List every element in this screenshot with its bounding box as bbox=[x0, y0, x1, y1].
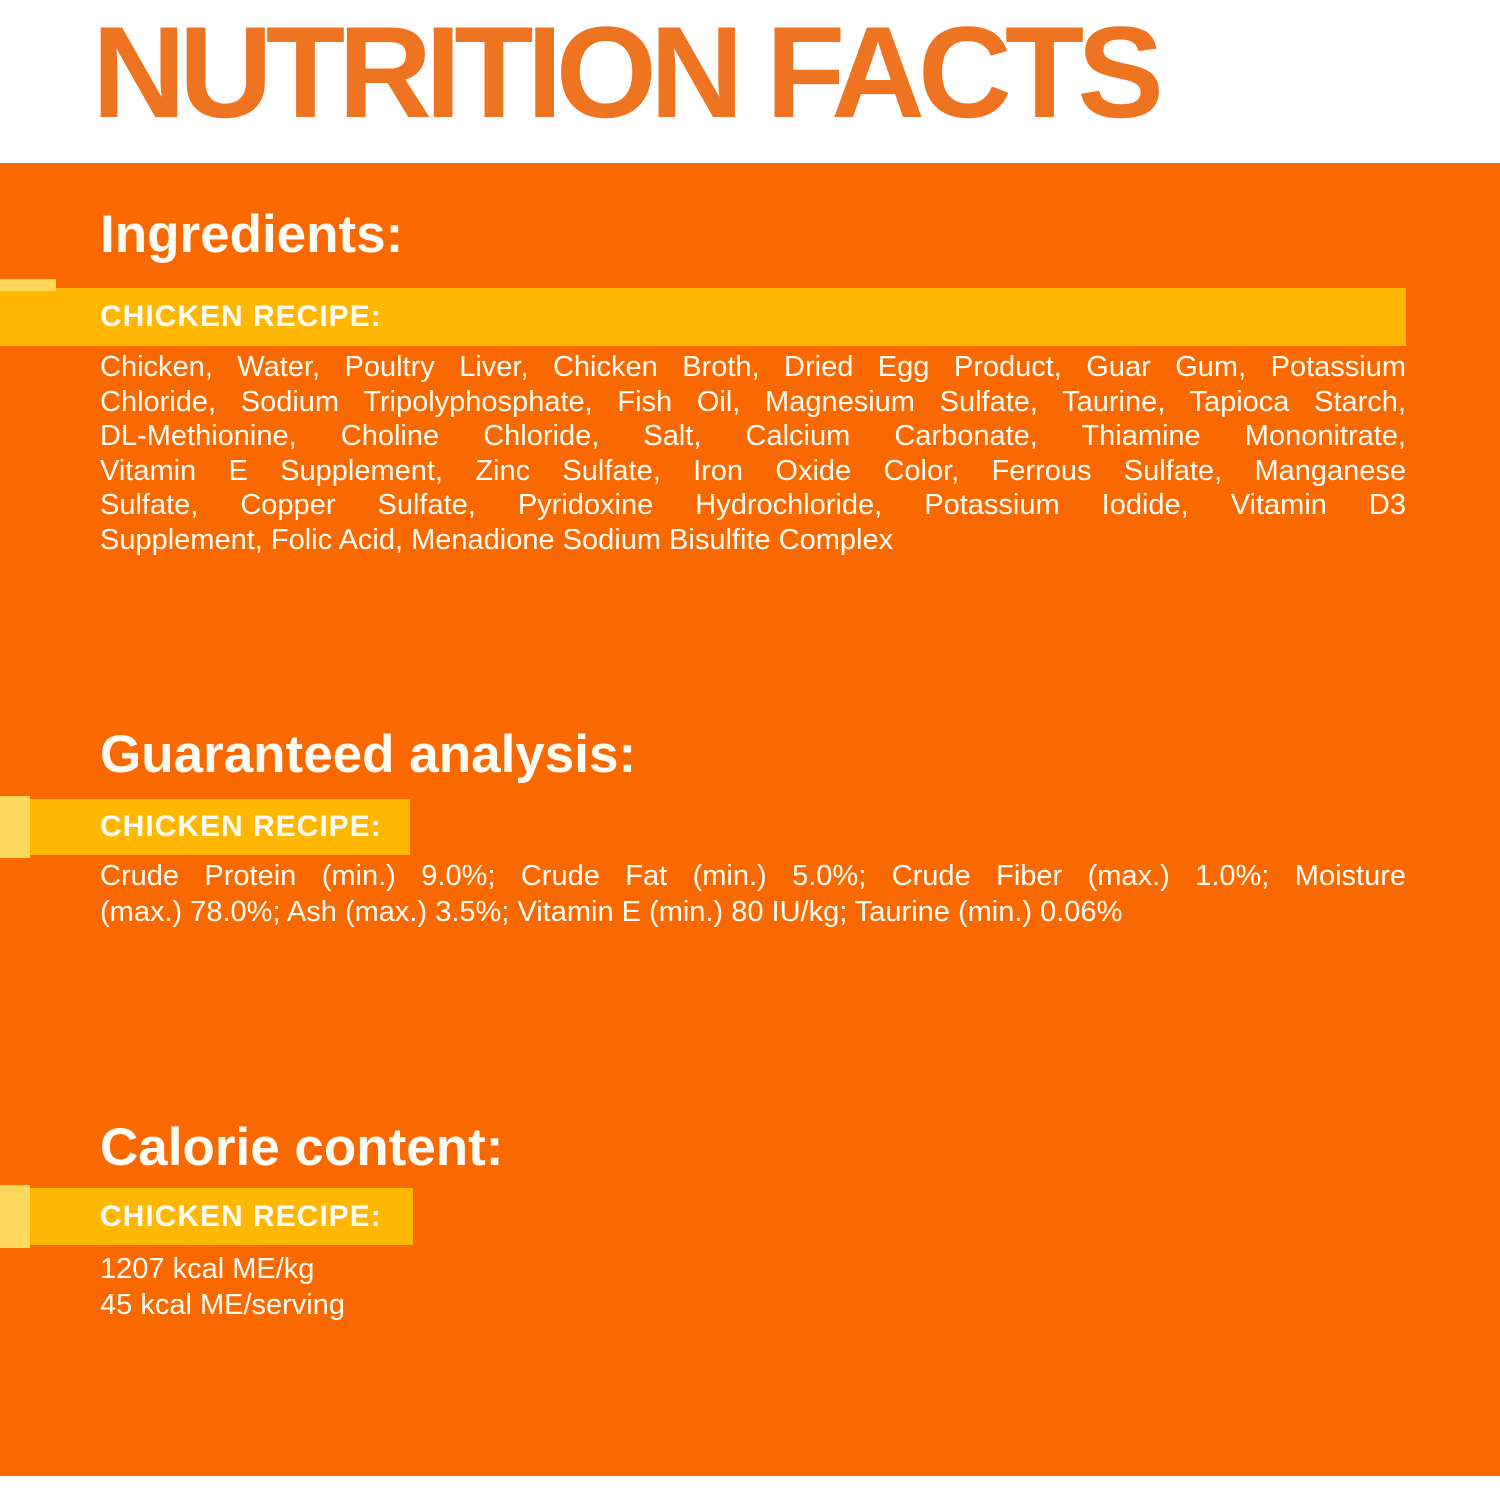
analysis-recipe-label: CHICKEN RECIPE: bbox=[100, 810, 382, 843]
guaranteed-analysis-text: Crude Protein (min.) 9.0%; Crude Fat (mi… bbox=[100, 858, 1406, 930]
page-title: NUTRITION FACTS bbox=[92, 0, 1164, 145]
ingredients-line: Chicken, Water, Poultry Liver, Chicken B… bbox=[100, 351, 1406, 383]
ingredients-line: Sulfate, Copper Sulfate, Pyridoxine Hydr… bbox=[100, 489, 1406, 522]
ingredients-text: Chicken, Water, Poultry Liver, Chicken B… bbox=[100, 350, 1406, 558]
calorie-content-heading: Calorie content: bbox=[100, 1118, 504, 1177]
ingredients-line: Supplement, Folic Acid, Menadione Sodium… bbox=[100, 523, 894, 556]
calorie-recipe-band: CHICKEN RECIPE: bbox=[0, 1185, 413, 1248]
calorie-content-text: 1207 kcal ME/kg 45 kcal ME/serving bbox=[100, 1251, 1406, 1323]
header-strip: NUTRITION FACTS bbox=[0, 0, 1500, 163]
footer-strip bbox=[0, 1476, 1500, 1500]
analysis-line: Crude Protein (min.) 9.0%; Crude Fat (mi… bbox=[100, 860, 1406, 892]
ingredients-line: DL-Methionine, Choline Chloride, Salt, C… bbox=[100, 420, 1406, 453]
ingredients-recipe-band: CHICKEN RECIPE: bbox=[0, 279, 1406, 346]
ingredients-line: Chloride, Sodium Tripolyphosphate, Fish … bbox=[100, 385, 1406, 418]
analysis-recipe-band: CHICKEN RECIPE: bbox=[0, 796, 410, 858]
calorie-recipe-label: CHICKEN RECIPE: bbox=[100, 1199, 382, 1233]
analysis-line: (max.) 78.0%; Ash (max.) 3.5%; Vitamin E… bbox=[100, 896, 1123, 928]
ingredients-recipe-label: CHICKEN RECIPE: bbox=[100, 300, 382, 333]
ingredients-heading: Ingredients: bbox=[100, 205, 404, 264]
calorie-line-serving: 45 kcal ME/serving bbox=[100, 1289, 345, 1321]
guaranteed-analysis-heading: Guaranteed analysis: bbox=[100, 725, 637, 784]
ingredients-line: Vitamin E Supplement, Zinc Sulfate, Iron… bbox=[100, 454, 1406, 487]
calorie-line-kg: 1207 kcal ME/kg bbox=[100, 1253, 315, 1285]
